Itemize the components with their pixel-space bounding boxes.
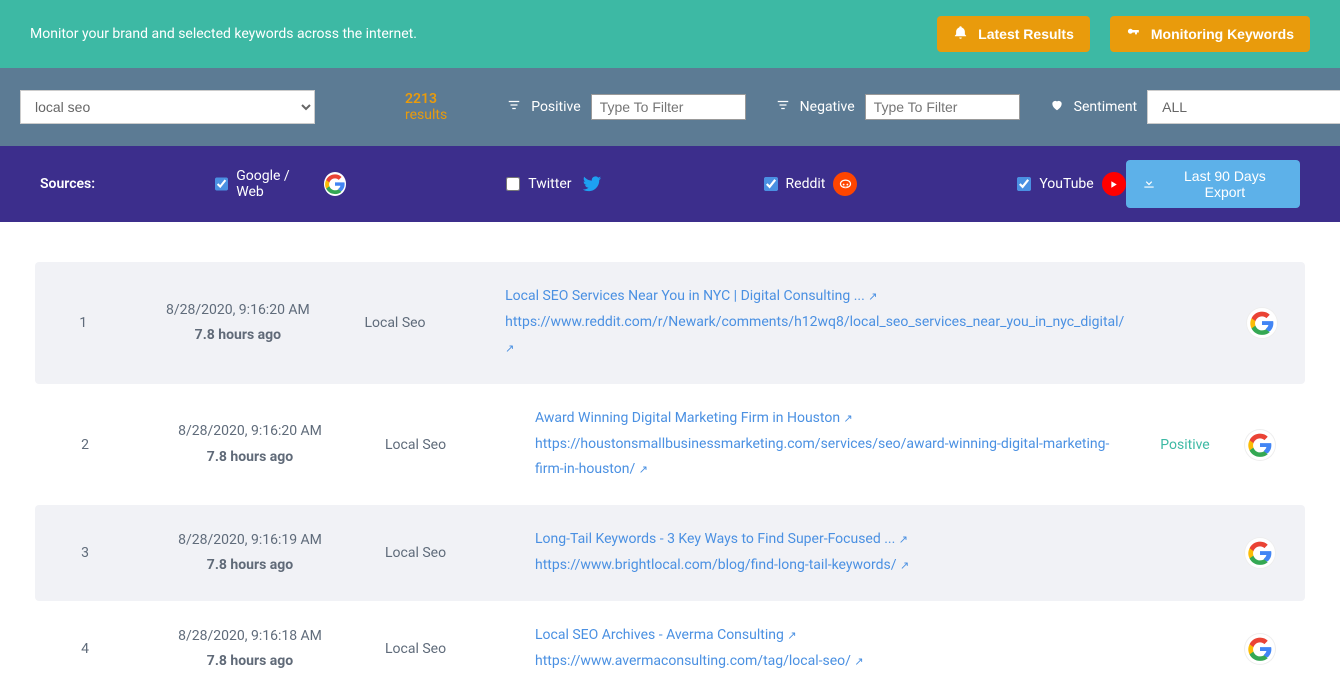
sentiment-label: Sentiment [1074, 99, 1137, 115]
source-google[interactable]: Google / Web [215, 168, 346, 200]
filter-bar: local seo 2213 results Positive Negative… [0, 68, 1340, 146]
negative-filter-group: Negative [776, 94, 1020, 120]
source-twitter-label: Twitter [528, 176, 571, 192]
keyword-select[interactable]: local seo [20, 90, 315, 124]
row-date: 8/28/2020, 9:16:20 AM7.8 hours ago [111, 298, 364, 348]
google-icon [324, 172, 347, 196]
latest-results-label: Latest Results [978, 26, 1074, 42]
latest-results-button[interactable]: Latest Results [937, 16, 1090, 52]
row-source-icon [1235, 430, 1285, 460]
row-number: 3 [55, 545, 115, 561]
row-date: 8/28/2020, 9:16:18 AM7.8 hours ago [115, 624, 385, 674]
source-google-label: Google / Web [236, 168, 315, 200]
top-bar: Monitor your brand and selected keywords… [0, 0, 1340, 68]
row-sentiment: Positive [1135, 437, 1235, 453]
row-source-icon [1238, 308, 1285, 338]
row-keyword: Local Seo [364, 315, 505, 331]
bell-icon [953, 25, 968, 43]
row-source-icon [1235, 634, 1285, 664]
positive-label: Positive [531, 99, 580, 115]
result-title-link[interactable]: Long-Tail Keywords - 3 Key Ways to Find … [535, 531, 908, 547]
row-keyword: Local Seo [385, 437, 535, 453]
result-title-link[interactable]: Local SEO Services Near You in NYC | Dig… [505, 288, 877, 304]
source-youtube-checkbox[interactable] [1017, 177, 1031, 191]
source-youtube[interactable]: YouTube [1017, 172, 1125, 196]
monitoring-keywords-button[interactable]: Monitoring Keywords [1110, 16, 1310, 52]
row-content: Local SEO Archives - Averma Consulting ↗… [535, 623, 1135, 675]
row-source-icon [1235, 538, 1285, 568]
source-google-checkbox[interactable] [215, 177, 228, 191]
table-row: 18/28/2020, 9:16:20 AM7.8 hours agoLocal… [35, 262, 1305, 384]
key-icon [1126, 25, 1141, 43]
result-url-link[interactable]: https://houstonsmallbusinessmarketing.co… [535, 436, 1109, 478]
sentiment-filter-group: Sentiment ALL [1050, 90, 1340, 124]
positive-filter-input[interactable] [591, 94, 746, 120]
youtube-icon [1102, 172, 1126, 196]
table-row: 28/28/2020, 9:16:20 AM7.8 hours agoLocal… [35, 384, 1305, 506]
row-date: 8/28/2020, 9:16:20 AM7.8 hours ago [115, 419, 385, 469]
row-keyword: Local Seo [385, 545, 535, 561]
export-button[interactable]: Last 90 Days Export [1126, 160, 1300, 208]
source-twitter[interactable]: Twitter [506, 172, 603, 196]
row-number: 2 [55, 437, 115, 453]
negative-label: Negative [800, 99, 855, 115]
reddit-icon [833, 172, 857, 196]
row-number: 4 [55, 641, 115, 657]
row-content: Award Winning Digital Marketing Firm in … [535, 406, 1135, 484]
result-title-link[interactable]: Award Winning Digital Marketing Firm in … [535, 410, 853, 426]
download-icon [1142, 176, 1156, 193]
source-youtube-label: YouTube [1039, 176, 1093, 192]
result-title-link[interactable]: Local SEO Archives - Averma Consulting ↗ [535, 627, 797, 643]
sentiment-select[interactable]: ALL [1147, 90, 1340, 124]
page-subtitle: Monitor your brand and selected keywords… [30, 26, 417, 42]
filter-icon [507, 98, 521, 116]
row-keyword: Local Seo [385, 641, 535, 657]
positive-filter-group: Positive [507, 94, 745, 120]
row-date: 8/28/2020, 9:16:19 AM7.8 hours ago [115, 528, 385, 578]
negative-filter-input[interactable] [865, 94, 1020, 120]
source-reddit[interactable]: Reddit [764, 172, 858, 196]
twitter-icon [580, 172, 604, 196]
table-row: 38/28/2020, 9:16:19 AM7.8 hours agoLocal… [35, 505, 1305, 601]
table-row: 48/28/2020, 9:16:18 AM7.8 hours agoLocal… [35, 601, 1305, 697]
result-url-link[interactable]: https://www.brightlocal.com/blog/find-lo… [535, 557, 909, 573]
sources-label: Sources: [40, 176, 95, 192]
source-twitter-checkbox[interactable] [506, 177, 520, 191]
result-url-link[interactable]: https://www.avermaconsulting.com/tag/loc… [535, 653, 864, 669]
header-actions: Latest Results Monitoring Keywords [937, 16, 1310, 52]
monitoring-keywords-label: Monitoring Keywords [1151, 26, 1294, 42]
source-reddit-label: Reddit [786, 176, 826, 192]
results-count: 2213 results [405, 91, 447, 123]
row-content: Long-Tail Keywords - 3 Key Ways to Find … [535, 527, 1135, 579]
results-table: 18/28/2020, 9:16:20 AM7.8 hours agoLocal… [0, 222, 1340, 697]
result-url-link[interactable]: https://www.reddit.com/r/Newark/comments… [505, 314, 1124, 356]
row-content: Local SEO Services Near You in NYC | Dig… [505, 284, 1144, 362]
filter-icon [776, 98, 790, 116]
export-label: Last 90 Days Export [1166, 168, 1284, 200]
source-reddit-checkbox[interactable] [764, 177, 778, 191]
heart-icon [1050, 98, 1064, 116]
row-number: 1 [55, 315, 111, 331]
sources-bar: Sources: Google / Web Twitter Reddit You… [0, 146, 1340, 222]
